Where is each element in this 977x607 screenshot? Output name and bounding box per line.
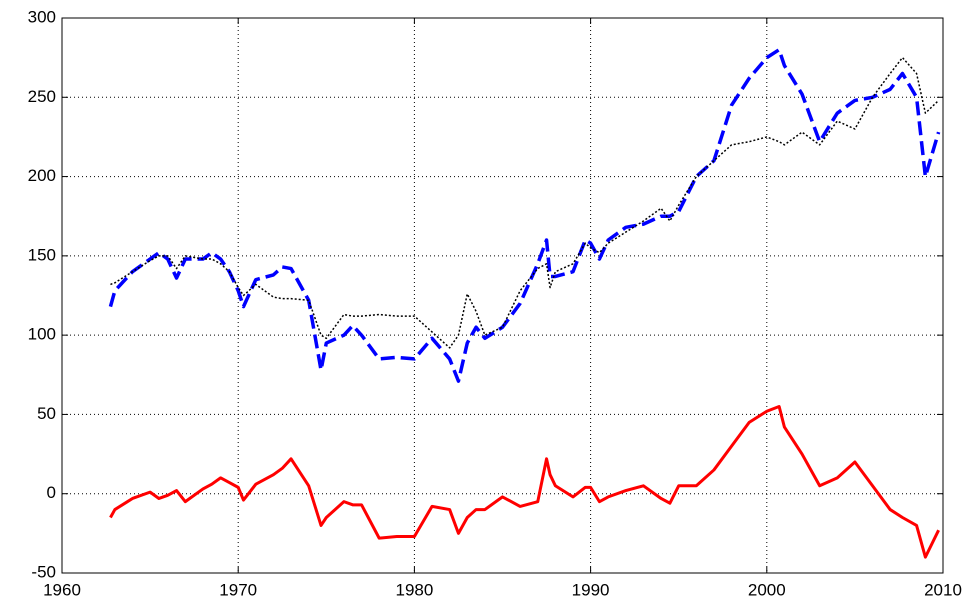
y-tick-label: 50 xyxy=(37,404,56,423)
x-tick-label: 1980 xyxy=(395,580,433,599)
line-series xyxy=(108,47,941,383)
x-tick-label: 2000 xyxy=(748,580,786,599)
y-tick-label: 250 xyxy=(28,87,56,106)
line-series xyxy=(109,405,940,559)
x-tick-label: 1960 xyxy=(43,580,81,599)
y-tick-label: -50 xyxy=(31,562,56,581)
line-series xyxy=(110,56,940,349)
y-tick-label: 200 xyxy=(28,166,56,185)
plot-frame xyxy=(61,17,944,574)
y-tick-label: 300 xyxy=(28,7,56,26)
y-tick-label: 100 xyxy=(28,325,56,344)
x-tick-label: 2010 xyxy=(924,580,962,599)
x-tick-label: 1970 xyxy=(219,580,257,599)
y-tick-label: 0 xyxy=(47,483,56,502)
x-tick-label: 1990 xyxy=(572,580,610,599)
y-tick-label: 150 xyxy=(28,245,56,264)
